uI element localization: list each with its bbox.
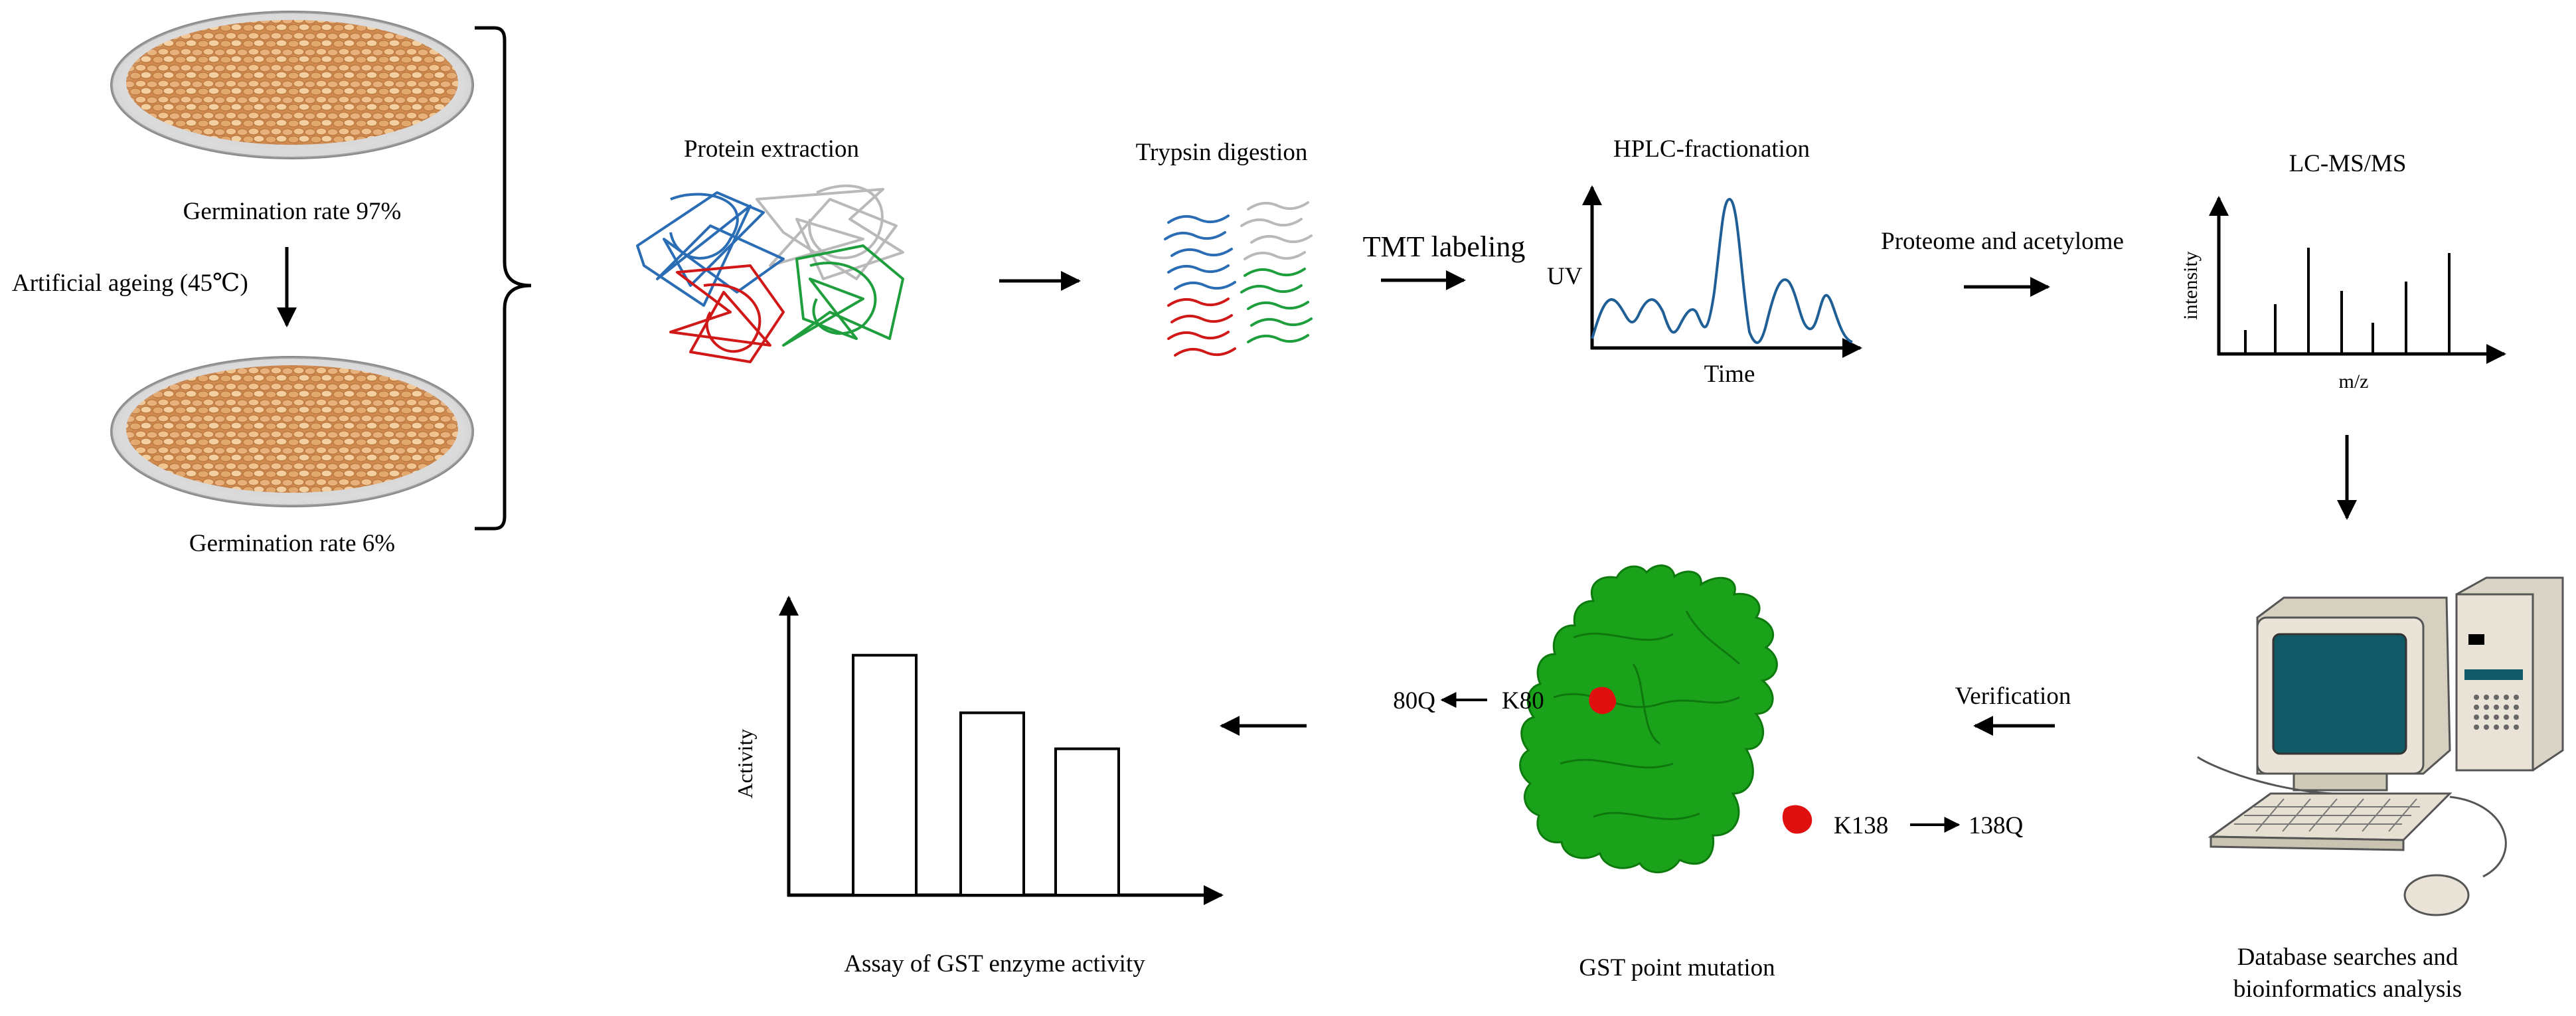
tmt-labeling-label: TMT labeling <box>1362 230 1526 263</box>
site-138q-label: 138Q <box>1969 812 2024 839</box>
database-label-line1: Database searches and <box>2237 944 2458 971</box>
lcms-label: LC-MS/MS <box>2289 150 2407 177</box>
assay-bar-2 <box>959 711 1025 896</box>
assay-bar-3 <box>1054 747 1120 897</box>
hplc-label: HPLC-fractionation <box>1613 135 1810 163</box>
hplc-x-axis-label: Time <box>1704 361 1755 388</box>
assay-bar-1 <box>852 653 918 896</box>
gst-mutation-label: GST point mutation <box>1579 954 1775 981</box>
gst-protein-surface <box>1519 564 1812 874</box>
trypsin-digestion-label: Trypsin digestion <box>1135 139 1308 166</box>
peptide-fragments <box>1164 201 1313 357</box>
site-k138-label: K138 <box>1834 812 1889 839</box>
verification-label: Verification <box>1955 683 2071 710</box>
site-80q-label: 80Q <box>1393 687 1435 715</box>
hplc-chromatogram <box>1582 185 1862 358</box>
site-k80-marker <box>1589 687 1617 715</box>
assay-title-label: Assay of GST enzyme activity <box>844 950 1145 977</box>
ms-y-axis-label: intensity <box>2180 251 2202 320</box>
seed-dish-top <box>110 11 474 159</box>
germination-6-label: Germination rate 6% <box>189 530 396 557</box>
seed-dish-bottom <box>110 356 474 507</box>
germination-97-label: Germination rate 97% <box>183 198 402 225</box>
proteome-acetylome-label: Proteome and acetylome <box>1881 228 2124 255</box>
ms-x-axis-label: m/z <box>2338 371 2369 392</box>
artificial-ageing-label: Artificial ageing (45℃) <box>12 270 248 297</box>
site-k80-label: K80 <box>1502 687 1544 715</box>
database-label-line2: bioinformatics analysis <box>2233 975 2462 1003</box>
protein-tangle <box>636 184 904 363</box>
curly-brace <box>475 26 532 531</box>
assay-y-axis-label: Activity <box>733 728 757 799</box>
computer-icon <box>2197 576 2564 916</box>
ms-spectrum <box>2209 196 2506 364</box>
hplc-y-axis-label: UV <box>1547 263 1583 290</box>
assay-bar-chart <box>779 596 1224 905</box>
site-k138-marker <box>1782 805 1812 834</box>
protein-extraction-label: Protein extraction <box>683 135 860 163</box>
